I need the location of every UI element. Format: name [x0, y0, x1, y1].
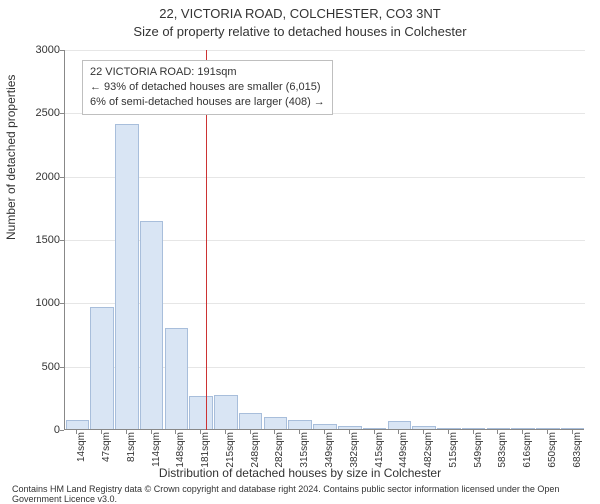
histogram-bar — [66, 420, 90, 429]
xtick-label: 148sqm — [175, 432, 186, 492]
xtick-label: 181sqm — [200, 432, 211, 492]
xtick-label: 14sqm — [76, 432, 87, 492]
xtick-label: 349sqm — [324, 432, 335, 492]
histogram-bar — [90, 307, 114, 429]
xtick-label: 114sqm — [151, 432, 162, 492]
histogram-bar — [487, 428, 511, 429]
annotation-line: 22 VICTORIA ROAD: 191sqm — [90, 65, 325, 80]
xtick-label: 449sqm — [398, 432, 409, 492]
gridline — [65, 177, 585, 178]
xtick-label: 81sqm — [126, 432, 137, 492]
histogram-bar — [165, 328, 189, 429]
histogram-bar — [437, 428, 461, 429]
histogram-bar — [313, 424, 337, 429]
ytick-label: 1500 — [10, 234, 60, 246]
ytick-mark — [60, 430, 64, 431]
xtick-label: 515sqm — [448, 432, 459, 492]
xtick-label: 315sqm — [299, 432, 310, 492]
page-subtitle: Size of property relative to detached ho… — [0, 24, 600, 39]
attribution-text: Contains HM Land Registry data © Crown c… — [12, 484, 600, 504]
xtick-label: 482sqm — [423, 432, 434, 492]
xtick-label: 215sqm — [225, 432, 236, 492]
histogram-bar — [561, 428, 585, 429]
xtick-label: 683sqm — [572, 432, 583, 492]
ytick-label: 0 — [10, 424, 60, 436]
histogram-bar — [115, 124, 139, 429]
xtick-label: 583sqm — [497, 432, 508, 492]
ytick-label: 3000 — [10, 44, 60, 56]
xtick-label: 282sqm — [274, 432, 285, 492]
ytick-label: 2000 — [10, 171, 60, 183]
annotation-line: 6% of semi-detached houses are larger (4… — [90, 95, 325, 110]
histogram-bar — [214, 395, 238, 429]
xtick-label: 47sqm — [101, 432, 112, 492]
histogram-bar — [239, 413, 263, 429]
xtick-label: 650sqm — [547, 432, 558, 492]
xtick-label: 415sqm — [374, 432, 385, 492]
xtick-label: 549sqm — [473, 432, 484, 492]
annotation-line: ← 93% of detached houses are smaller (6,… — [90, 80, 325, 95]
histogram-bar — [189, 396, 213, 429]
ytick-label: 2500 — [10, 107, 60, 119]
histogram-bar — [338, 426, 362, 429]
ytick-label: 1000 — [10, 297, 60, 309]
histogram-bar — [388, 421, 412, 429]
histogram-bar — [140, 221, 164, 429]
annotation-box: 22 VICTORIA ROAD: 191sqm← 93% of detache… — [82, 60, 333, 115]
xtick-label: 248sqm — [250, 432, 261, 492]
gridline — [65, 50, 585, 51]
x-axis-label: Distribution of detached houses by size … — [0, 466, 600, 480]
histogram-bar — [264, 417, 288, 429]
histogram-bar — [462, 428, 486, 429]
histogram-bar — [363, 428, 387, 429]
histogram-bar — [288, 420, 312, 429]
y-axis-label: Number of detached properties — [4, 75, 18, 240]
xtick-label: 382sqm — [349, 432, 360, 492]
histogram-bar — [536, 428, 560, 429]
ytick-label: 500 — [10, 361, 60, 373]
histogram-bar — [511, 428, 535, 429]
xtick-label: 616sqm — [522, 432, 533, 492]
histogram-bar — [412, 426, 436, 429]
page-title: 22, VICTORIA ROAD, COLCHESTER, CO3 3NT — [0, 6, 600, 21]
page-root: 22, VICTORIA ROAD, COLCHESTER, CO3 3NT S… — [0, 0, 600, 500]
